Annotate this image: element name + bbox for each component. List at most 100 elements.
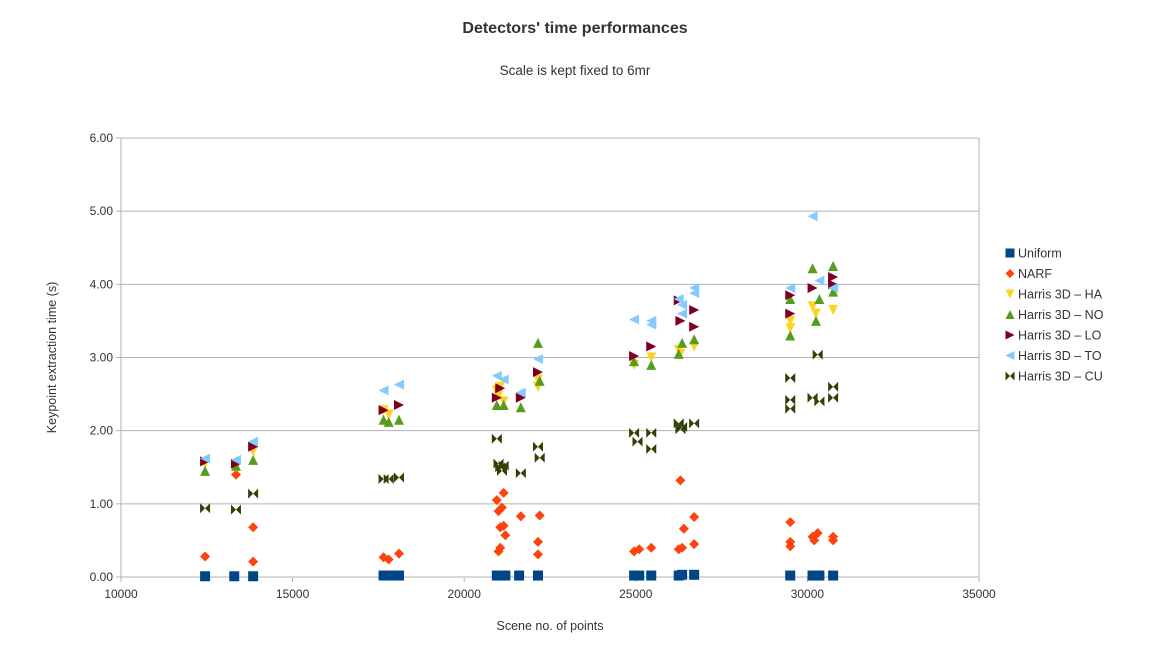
legend-marker [1005, 371, 1015, 381]
data-point [532, 536, 543, 547]
data-point [673, 348, 684, 359]
data-point [532, 570, 543, 581]
y-tick-label: 0.00 [90, 570, 114, 584]
data-point [496, 502, 507, 513]
series-6 [200, 349, 839, 515]
data-point [785, 323, 796, 334]
data-point [634, 544, 645, 555]
data-point [785, 394, 796, 405]
data-point [689, 539, 700, 550]
data-point [248, 436, 259, 447]
data-point [828, 535, 839, 546]
data-point [629, 314, 640, 325]
data-point [675, 475, 686, 486]
data-point [514, 570, 525, 581]
data-point [393, 570, 404, 581]
data-point [378, 570, 389, 581]
data-point [495, 542, 506, 553]
data-point [785, 372, 796, 383]
data-point [200, 465, 211, 476]
legend-marker [1005, 248, 1015, 258]
x-tick-label: 25000 [619, 587, 653, 601]
data-point [532, 337, 543, 348]
legend: Uniform NARF Harris 3D – HA Harris 3D – NO H… [1005, 247, 1104, 384]
data-point [393, 379, 404, 390]
data-point [646, 427, 657, 438]
data-point [498, 520, 509, 531]
data-point [689, 334, 700, 345]
data-point [248, 488, 259, 499]
data-point [491, 392, 502, 403]
data-point [689, 321, 700, 332]
data-point [629, 356, 640, 367]
data-point [689, 288, 700, 299]
data-point [383, 409, 394, 420]
series-0 [200, 569, 839, 582]
data-point [534, 452, 545, 463]
data-point [491, 433, 502, 444]
series-3 [200, 261, 839, 476]
data-point [632, 436, 643, 447]
data-point [814, 396, 825, 407]
data-point [785, 570, 796, 581]
series-2 [200, 301, 839, 473]
data-point [807, 282, 818, 293]
y-axis-ticks: 0.00 1.00 2.00 3.00 4.00 5.00 6.00 [90, 131, 121, 584]
data-point [393, 400, 404, 411]
chart-title: Detectors' time performances [462, 20, 688, 37]
data-point [828, 261, 839, 272]
data-point [248, 571, 259, 582]
data-point [532, 367, 543, 378]
data-point [248, 441, 259, 452]
data-point [498, 460, 509, 471]
data-point [689, 569, 700, 580]
data-point [200, 453, 211, 464]
data-point [677, 299, 688, 310]
legend-label: Harris 3D – TO [1018, 349, 1102, 363]
data-point [515, 392, 526, 403]
data-point [828, 392, 839, 403]
legend-label: NARF [1018, 267, 1052, 281]
data-point [383, 554, 394, 565]
legend-marker [1005, 330, 1015, 340]
legend-label: Uniform [1018, 247, 1062, 261]
data-point [646, 341, 657, 352]
data-point [634, 570, 645, 581]
data-point [629, 351, 640, 362]
data-point [677, 308, 688, 319]
x-axis-ticks: 10000 15000 20000 25000 30000 35000 [104, 577, 996, 601]
x-tick-label: 20000 [448, 587, 482, 601]
data-point [689, 512, 700, 523]
data-point [675, 315, 686, 326]
y-tick-label: 2.00 [90, 424, 114, 438]
data-point [828, 282, 839, 293]
grid-lines [121, 137, 979, 578]
data-point [809, 535, 820, 546]
data-point [677, 542, 688, 553]
y-tick-label: 4.00 [90, 277, 114, 291]
data-point [534, 510, 545, 521]
data-point [828, 570, 839, 581]
data-point [200, 571, 211, 582]
data-point [814, 570, 825, 581]
data-point [491, 370, 502, 381]
y-axis-label: Keypoint extraction time (s) [45, 282, 59, 433]
data-points [200, 211, 839, 582]
data-point [785, 517, 796, 528]
data-point [673, 293, 684, 304]
data-point [248, 556, 259, 567]
data-point [393, 472, 404, 483]
data-point [689, 304, 700, 315]
data-point [814, 293, 825, 304]
data-point [677, 337, 688, 348]
data-point [532, 549, 543, 560]
data-point [491, 400, 502, 411]
data-point [814, 275, 825, 286]
data-point [230, 504, 241, 515]
data-point [629, 427, 640, 438]
data-point [785, 290, 796, 301]
data-point [785, 315, 796, 326]
data-point [230, 454, 241, 465]
data-point [393, 548, 404, 559]
data-point [785, 403, 796, 414]
